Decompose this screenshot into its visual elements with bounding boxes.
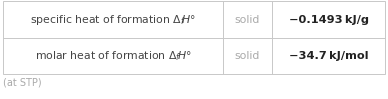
Bar [3,1,385,74]
Text: molar heat of formation $\Delta_f\!H°$: molar heat of formation $\Delta_f\!H°$ [35,49,191,63]
Text: solid: solid [235,15,260,25]
Text: solid: solid [235,51,260,61]
Text: specific heat of formation $\Delta_f\!H°$: specific heat of formation $\Delta_f\!H°… [30,13,196,27]
Text: (at STP): (at STP) [3,78,42,88]
Text: −34.7 kJ/mol: −34.7 kJ/mol [289,51,368,61]
Text: −0.1493 kJ/g: −0.1493 kJ/g [289,15,369,25]
